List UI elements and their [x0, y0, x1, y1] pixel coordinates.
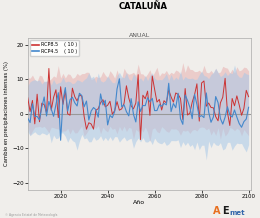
Legend: RCP8.5    ( 10 ), RCP4.5    ( 10 ): RCP8.5 ( 10 ), RCP4.5 ( 10 )	[30, 40, 79, 56]
Y-axis label: Cambio en precipitaciones intensas (%): Cambio en precipitaciones intensas (%)	[4, 61, 9, 166]
Text: © Agencia Estatal de Meteorología: © Agencia Estatal de Meteorología	[5, 213, 57, 217]
Title: ANUAL: ANUAL	[129, 33, 150, 37]
Text: A: A	[213, 206, 221, 216]
Text: CATALUÑA: CATALUÑA	[119, 2, 167, 11]
X-axis label: Año: Año	[133, 200, 145, 205]
Text: met: met	[229, 210, 245, 216]
Text: E: E	[222, 206, 229, 216]
